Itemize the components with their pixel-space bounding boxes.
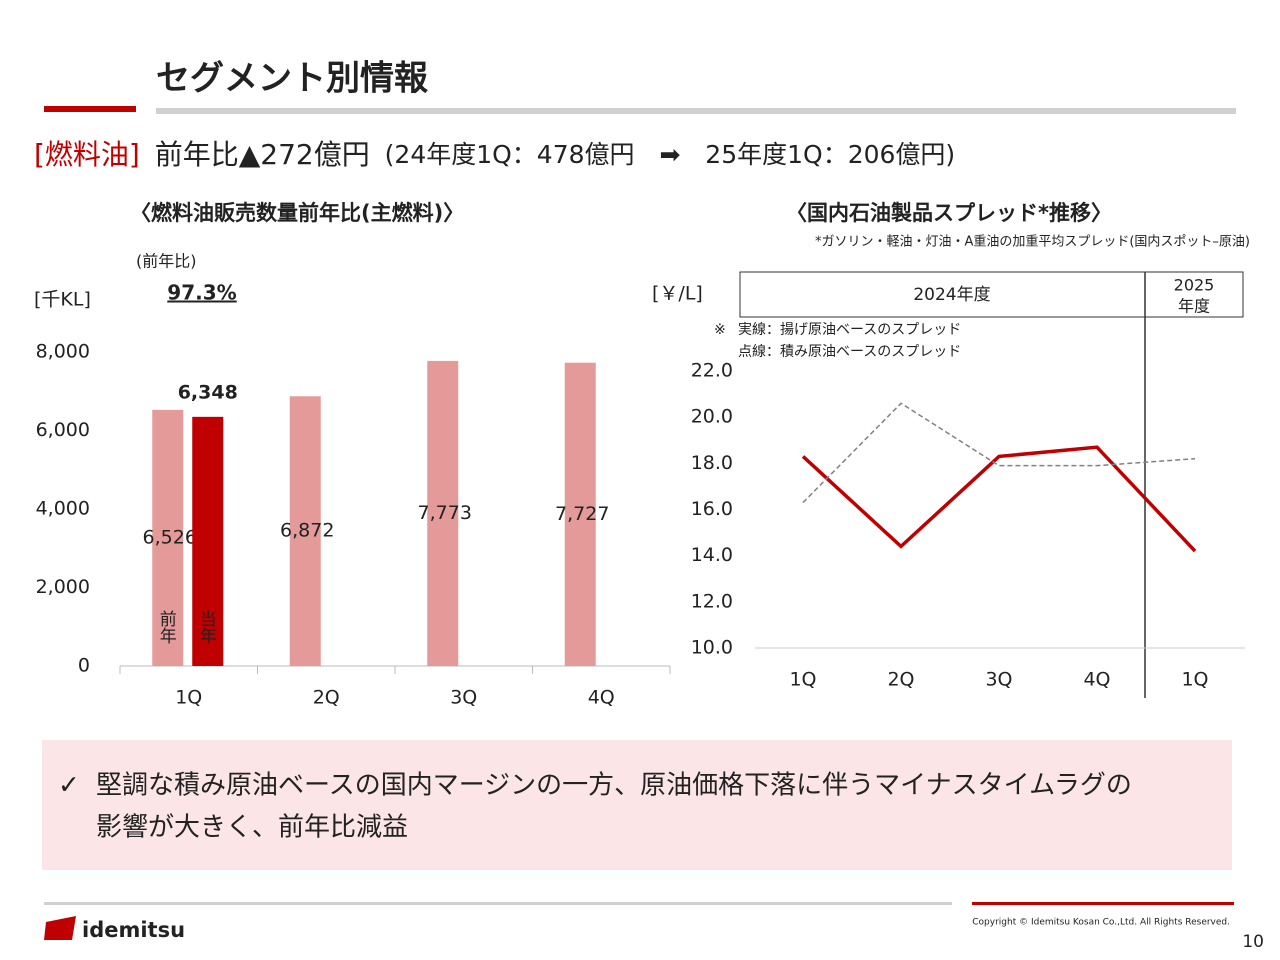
legend-entry: 点線：積み原油ベースのスプレッド: [738, 344, 961, 360]
logo-mark: [44, 916, 76, 940]
page-number: 10: [1242, 932, 1264, 952]
x-tick-label: 1Q: [175, 687, 202, 709]
chart-title: 〈国内石油製品スプレッド*推移〉: [786, 201, 1112, 225]
annotation: (前年比): [136, 252, 197, 271]
y-tick-label: 12.0: [691, 590, 733, 612]
legend-label: 前年: [156, 610, 177, 644]
chart-subtitle: *ガソリン・軽油・灯油・A重油の加重平均スプレッド(国内スポット–原油): [815, 234, 1250, 250]
y-tick-label: 10.0: [691, 637, 733, 659]
y-tick-label: 16.0: [691, 498, 733, 520]
line-series: [802, 402, 1196, 504]
x-tick-label: 1Q: [789, 669, 816, 691]
value-label: 6,526: [143, 526, 197, 548]
bullet-mark: ✓: [58, 771, 80, 801]
x-tick-label: 1Q: [1181, 669, 1208, 691]
legend-label: 当年: [196, 610, 217, 644]
bar: [564, 362, 596, 666]
curr: 25年度1Q：206億円): [705, 140, 955, 169]
y-label: [千KL]: [34, 289, 91, 311]
slide-title: セグメント別情報: [156, 59, 428, 99]
footer-rule: [44, 902, 952, 905]
value-label: 7,727: [555, 503, 609, 525]
y-tick-label: 22.0: [691, 360, 733, 382]
ratio: 97.3%: [167, 281, 236, 305]
bullet-line: 影響が大きく、前年比減益: [96, 813, 408, 843]
value-label: 7,773: [418, 502, 472, 524]
bar: [152, 409, 184, 666]
comment-box: [42, 740, 1232, 870]
prev: (24年度1Q：478億円: [385, 140, 635, 169]
segment: [燃料油]: [34, 138, 140, 171]
copyright: Copyright © Idemitsu Kosan Co.,Ltd. All …: [972, 918, 1230, 928]
bar: [289, 396, 321, 666]
y-tick-label: 6,000: [36, 419, 90, 441]
arrow: ➡: [659, 140, 680, 169]
note-mark: ※: [714, 322, 726, 338]
x-tick-label: 3Q: [450, 687, 477, 709]
y-label: [￥/L]: [652, 283, 703, 305]
x-tick-label: 4Q: [1083, 669, 1110, 691]
headline: [燃料油] 前年比▲272億円 (24年度1Q：478億円 ➡ 25年度1Q：2…: [34, 138, 955, 171]
period-label: 年度: [1178, 297, 1210, 316]
chart-title: 〈燃料油販売数量前年比(主燃料)〉: [130, 201, 464, 225]
y-tick-label: 4,000: [36, 498, 90, 520]
y-tick-label: 8,000: [36, 341, 90, 363]
value-label: 6,348: [178, 381, 238, 403]
x-tick-label: 4Q: [588, 687, 615, 709]
bullet-line: 堅調な積み原油ベースの国内マージンの一方、原油価格下落に伴うマイナスタイムラグの: [96, 771, 1132, 801]
period-label: 2025: [1174, 276, 1215, 295]
line-series: [801, 445, 1197, 553]
x-tick-label: 2Q: [313, 687, 340, 709]
y-tick-label: 20.0: [691, 406, 733, 428]
x-tick-label: 2Q: [887, 669, 914, 691]
title-accent: [44, 106, 136, 112]
y-tick-label: 14.0: [691, 544, 733, 566]
summary: 前年比▲272億円: [155, 138, 370, 171]
x-tick-label: 3Q: [985, 669, 1012, 691]
y-tick-label: 18.0: [691, 452, 733, 474]
y-tick-label: 2,000: [36, 576, 90, 598]
brand: idemitsu: [82, 918, 185, 942]
bar: [427, 360, 459, 666]
period-label: 2024年度: [913, 285, 990, 305]
legend-entry: 実線：揚げ原油ベースのスプレッド: [738, 321, 961, 338]
title-rule: [156, 108, 1236, 114]
footer-rule-accent: [972, 902, 1234, 905]
y-tick-label: 0: [78, 655, 90, 677]
bar: [192, 416, 224, 666]
value-label: 6,872: [280, 520, 334, 542]
